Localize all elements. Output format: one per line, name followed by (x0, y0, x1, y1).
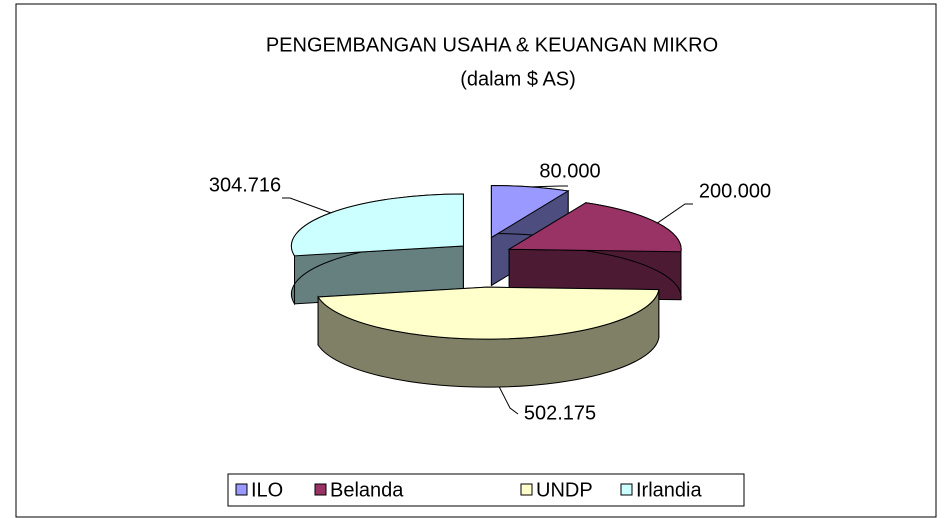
legend-swatch (235, 483, 248, 496)
legend-label: Belanda (330, 479, 404, 501)
chart-subtitle: (dalam $ AS) (460, 68, 576, 90)
chart-title: PENGEMBANGAN USAHA & KEUANGAN MIKRO (266, 34, 718, 56)
data-label: 200.000 (699, 180, 771, 202)
leader-line (498, 386, 519, 415)
data-label: 502.175 (524, 402, 596, 424)
slice (507, 202, 682, 253)
legend-swatch (520, 483, 533, 496)
leader-line (657, 203, 693, 224)
legend-label: ILO (251, 479, 283, 501)
legend-box (227, 473, 745, 507)
data-label: 304.716 (209, 174, 281, 196)
legend-label: UNDP (536, 479, 593, 501)
data-label: 80.000 (539, 160, 600, 182)
chart-frame (15, 3, 937, 518)
slice (317, 286, 660, 340)
leader-line (530, 185, 568, 188)
legend-label: Irlandia (636, 479, 702, 501)
slice (290, 193, 464, 257)
legend-swatch (314, 483, 327, 496)
leader-line (282, 197, 331, 214)
legend-swatch (620, 483, 633, 496)
